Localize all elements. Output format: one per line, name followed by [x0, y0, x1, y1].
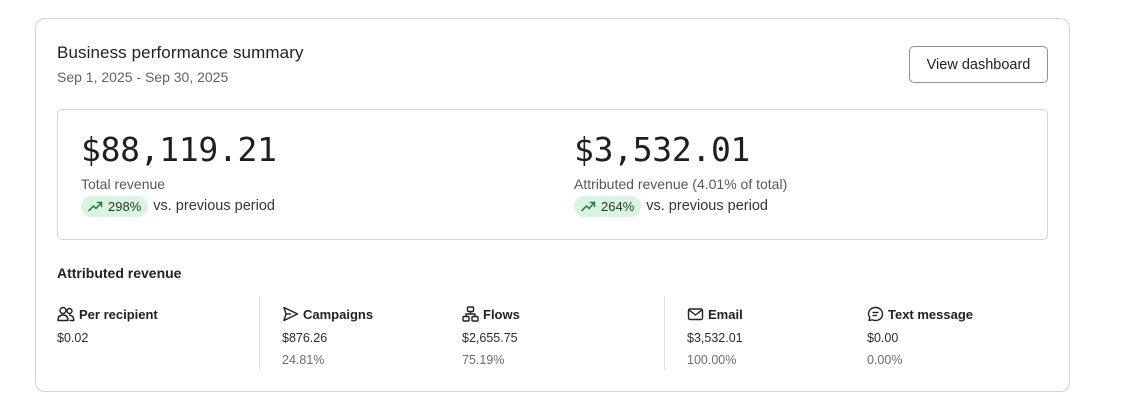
stat-per-recipient: Per recipient $0.02: [57, 305, 158, 346]
date-range: Sep 1, 2025 - Sep 30, 2025: [57, 69, 229, 85]
stat-value: $0.00: [867, 331, 899, 345]
stat-value: $2,655.75: [462, 331, 518, 345]
stat-flows: Flows $2,655.75 75.19%: [462, 305, 520, 367]
stat-label: Flows: [483, 306, 520, 322]
trend-up-icon: [581, 201, 596, 212]
stat-percent: 75.19%: [462, 353, 505, 367]
comparison-text: vs. previous period: [646, 198, 768, 214]
stat-divider: [259, 296, 260, 370]
stat-label: Per recipient: [79, 306, 158, 322]
stat-percent: 100.00%: [687, 353, 737, 367]
comparison-text: vs. previous period: [153, 198, 275, 214]
total-revenue-value: $88,119.21: [81, 130, 277, 169]
change-percent: 298%: [108, 198, 142, 214]
stat-divider: [664, 296, 665, 370]
attributed-revenue-metric: $3,532.01 Attributed revenue (4.01% of t…: [574, 130, 787, 217]
attributed-revenue-value: $3,532.01: [574, 130, 751, 169]
total-revenue-label: Total revenue: [81, 176, 166, 192]
change-badge: 298%: [81, 195, 149, 217]
view-dashboard-button[interactable]: View dashboard: [909, 46, 1048, 83]
change-percent: 264%: [601, 198, 635, 214]
send-icon: [283, 306, 299, 322]
attributed-revenue-comparison: 264% vs. previous period: [574, 195, 787, 217]
stat-label: Text message: [888, 306, 974, 322]
stat-value: $3,532.01: [687, 331, 743, 345]
stat-percent: 0.00%: [867, 353, 903, 367]
mail-icon: [687, 308, 704, 321]
stat-text-message: Text message $0.00 0.00%: [867, 305, 974, 368]
attributed-revenue-heading: Attributed revenue: [57, 265, 182, 281]
business-performance-card: Business performance summary Sep 1, 2025…: [35, 18, 1070, 392]
change-badge: 264%: [574, 195, 642, 217]
total-revenue-metric: $88,119.21 Total revenue 298% vs. previo…: [81, 130, 277, 217]
total-revenue-comparison: 298% vs. previous period: [81, 195, 277, 217]
flow-icon: [462, 306, 479, 322]
card-title: Business performance summary: [57, 43, 304, 62]
revenue-summary-box: $88,119.21 Total revenue 298% vs. previo…: [57, 109, 1048, 240]
stat-value: $876.26: [282, 331, 328, 345]
stat-campaigns: Campaigns $876.26 24.81%: [282, 305, 374, 368]
stat-email: Email $3,532.01 100.00%: [687, 305, 743, 368]
sms-icon: [867, 306, 884, 322]
trend-up-icon: [88, 201, 103, 212]
attributed-revenue-label: Attributed revenue (4.01% of total): [574, 176, 788, 192]
people-icon: [57, 306, 75, 322]
stat-label: Campaigns: [303, 306, 374, 322]
stat-percent: 24.81%: [282, 353, 325, 367]
stat-value: $0.02: [57, 331, 89, 345]
stat-label: Email: [708, 306, 743, 322]
